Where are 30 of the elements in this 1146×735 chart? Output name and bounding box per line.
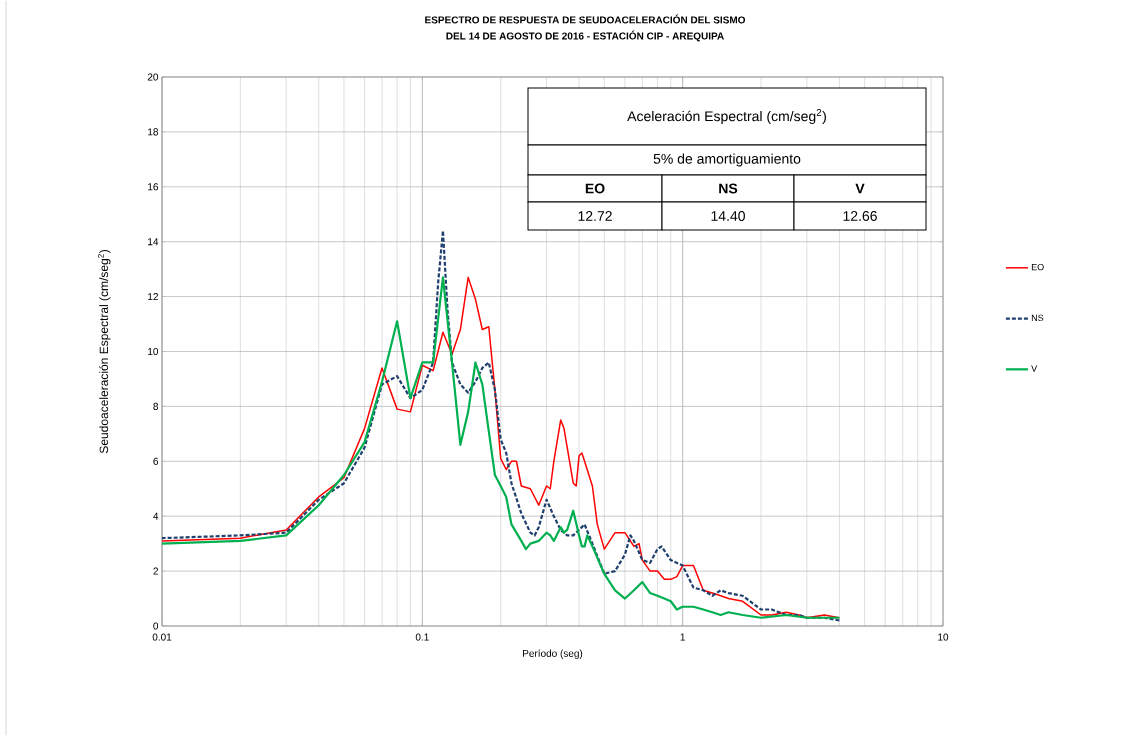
y-tick-label: 6 <box>153 457 159 465</box>
annotation: 12.72 <box>578 211 612 221</box>
y-tick-label: 2 <box>153 567 158 575</box>
annotation: 14.40 <box>711 211 745 221</box>
y-tick-label: 0 <box>153 622 159 630</box>
y-tick-label: 20 <box>147 73 159 81</box>
chart-subtitle: DEL 14 DE AGOSTO DE 2016 - ESTACIÓN CIP - AREQUIPA <box>446 30 724 42</box>
annotation: EO <box>585 183 605 194</box>
annotation: 5% de amortiguamiento <box>653 153 801 167</box>
annotation: NS <box>719 183 738 194</box>
y-tick-label: 4 <box>153 512 159 520</box>
legend-label: EO <box>1031 263 1044 271</box>
y-tick-label: 8 <box>153 402 159 410</box>
legend-label: NS <box>1031 314 1044 322</box>
x-tick-label: 0.1 <box>415 633 429 641</box>
y-tick-label: 10 <box>148 347 159 356</box>
chart-title: ESPECTRO DE RESPUESTA DE SEUDOACELERACIÓN DEL SISMO <box>425 14 746 24</box>
y-tick-label: 18 <box>148 128 159 136</box>
x-tick-label: 1 <box>680 633 685 641</box>
y-tick-label: 16 <box>148 183 159 191</box>
x-tick-label: 0.01 <box>152 633 172 641</box>
legend-label: V <box>1031 365 1038 372</box>
annotation: V <box>855 183 865 194</box>
y-tick-label: 14 <box>148 238 159 246</box>
annotation: 12.66 <box>843 211 877 221</box>
y-tick-label: 12 <box>148 293 158 301</box>
x-tick-label: 10 <box>938 633 949 641</box>
y-axis-title: Seudoaceleración Espectral (cm/seg$^{2}$) <box>98 250 111 454</box>
annotation: Aceleración Espectral (cm/seg$^{2}$) <box>627 109 826 124</box>
x-axis-title: Período (seg) <box>523 649 583 659</box>
